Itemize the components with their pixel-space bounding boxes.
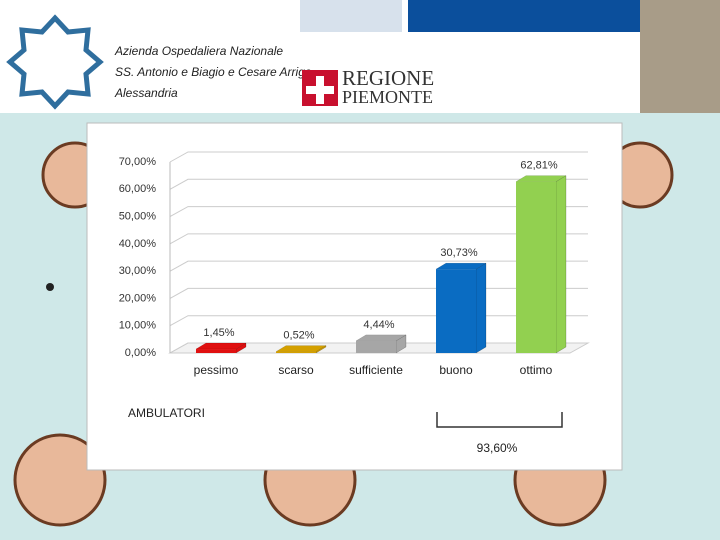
value-label: 4,44% (363, 319, 394, 331)
x-tick-label: sufficiente (349, 363, 403, 377)
grid-line (169, 260, 588, 272)
bar (356, 340, 396, 353)
bar (436, 269, 476, 353)
header-block (408, 0, 640, 32)
bullet (46, 283, 54, 291)
y-tick-label: 10,00% (119, 320, 157, 332)
x-tick-label: pessimo (194, 363, 239, 377)
region: PIEMONTE (342, 87, 433, 107)
y-tick-label: 60,00% (119, 183, 157, 195)
grid-line (169, 178, 588, 190)
y-tick-label: 40,00% (119, 238, 157, 250)
value-label: 30,73% (440, 247, 478, 259)
bar-side (555, 175, 567, 354)
y-tick-label: 70,00% (119, 156, 157, 168)
x-tick-label: scarso (278, 363, 314, 377)
bar-side (475, 262, 487, 354)
figure (13, 433, 107, 527)
x-tick-label: buono (439, 363, 473, 377)
annotation: 93,60% (477, 441, 518, 455)
value-label: 1,45% (203, 327, 234, 339)
value-label: 62,81% (520, 160, 558, 172)
y-tick-label: 20,00% (119, 292, 157, 304)
org-name: Alessandria (114, 86, 178, 100)
header-block (300, 0, 402, 32)
bar (276, 351, 316, 353)
logo (6, 14, 104, 110)
grid-line (169, 151, 588, 163)
y-tick-label: 0,00% (125, 347, 156, 359)
value-label: 0,52% (283, 329, 314, 341)
grid-line (169, 206, 588, 218)
region: REGIONE (342, 66, 434, 90)
bar (196, 349, 236, 353)
org-name: Azienda Ospedaliera Nazionale (114, 44, 283, 58)
bar (516, 181, 556, 353)
y-tick-label: 30,00% (119, 265, 157, 277)
grid-line (169, 233, 588, 245)
x-tick-label: ottimo (520, 363, 553, 377)
chart: 0,00% 10,00% 20,00% 30,00% 40,00% 50,00% 60,00… (119, 151, 590, 455)
org-name: SS. Antonio e Biagio e Cesare Arrigo (115, 65, 312, 79)
bracket (436, 412, 563, 428)
y-tick-label: 50,00% (119, 210, 157, 222)
annotation: AMBULATORI (128, 406, 205, 420)
building-photo (640, 0, 720, 113)
region-cross (306, 76, 334, 104)
